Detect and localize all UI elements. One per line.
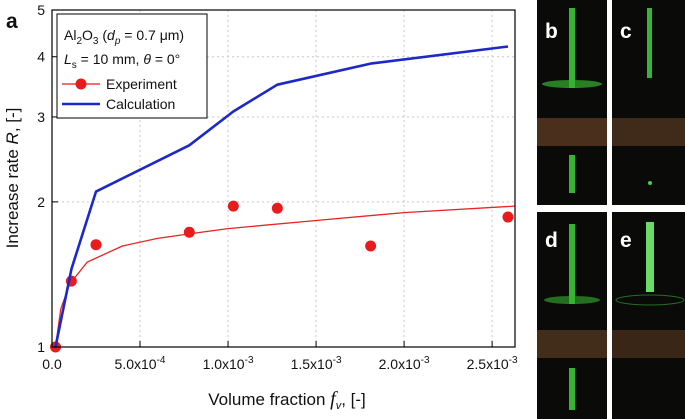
annotation: Ls = 10 mm, θ = 0° bbox=[64, 51, 180, 71]
x-tick-label: 2.0x10-3 bbox=[379, 355, 430, 372]
x-tick-label-exponent: -3 bbox=[509, 355, 518, 366]
y-tick-label: 2 bbox=[37, 194, 45, 210]
x-tick-label: 0.0 bbox=[42, 356, 62, 372]
x-tick-label-base: 5.0x10 bbox=[115, 356, 157, 372]
legend: Experiment Calculation bbox=[62, 76, 177, 112]
photo-e bbox=[612, 212, 685, 419]
panel-label: b bbox=[545, 20, 558, 43]
x-tick-label: 1.5x10-3 bbox=[291, 355, 342, 372]
x-tick-label-exponent: -3 bbox=[245, 355, 254, 366]
annotation-part: O bbox=[82, 27, 93, 43]
photo-d bbox=[537, 212, 607, 419]
photo-panels bbox=[537, 0, 685, 419]
annotation: Al2O3 (dp = 0.7 μm) bbox=[64, 27, 184, 47]
x-tick-label: 2.5x10-3 bbox=[467, 355, 518, 372]
annotation-part: = 10 mm, bbox=[77, 51, 144, 67]
panel-label: a bbox=[6, 10, 18, 33]
line bbox=[54, 45, 509, 348]
marker bbox=[502, 211, 514, 223]
annotation-part: Al bbox=[64, 27, 76, 43]
marker bbox=[183, 226, 195, 238]
annotation-part: p bbox=[114, 36, 121, 47]
x-tick-label-base: 1.5x10 bbox=[291, 356, 333, 372]
x-axis-label-part: Volume fraction bbox=[208, 390, 330, 409]
marker bbox=[227, 200, 239, 212]
annotation-part: s bbox=[72, 60, 77, 71]
panel-label: e bbox=[620, 229, 632, 252]
x-axis-label-part: , [-] bbox=[341, 390, 366, 409]
legend-label: Experiment bbox=[106, 76, 177, 92]
legend-box bbox=[56, 13, 208, 119]
y-tick-label: 3 bbox=[37, 109, 45, 125]
x-tick-label: 1.0x10-3 bbox=[203, 355, 254, 372]
legend-marker bbox=[75, 78, 87, 90]
x-axis-label-part: v bbox=[336, 400, 343, 412]
x-axis-label-part: f bbox=[330, 388, 338, 410]
y-axis-label-part: Increase rate bbox=[3, 144, 22, 248]
y-tick-label: 1 bbox=[37, 339, 45, 355]
y-axis-label-part: R bbox=[3, 132, 22, 144]
x-tick-label-base: 1.0x10 bbox=[203, 356, 245, 372]
photo-c bbox=[612, 0, 685, 205]
photo-b bbox=[537, 0, 607, 205]
plot: 0.0 5.0x10-4 1.0x10-3 1.5x10-3 2.0x10-3 2.5x1… bbox=[37, 2, 518, 372]
x-tick-label-base: 0.0 bbox=[42, 356, 62, 372]
marker bbox=[365, 240, 377, 252]
panel-label: d bbox=[545, 229, 558, 252]
annotation-part: 3 bbox=[93, 36, 99, 47]
annotation-part: θ bbox=[143, 51, 151, 67]
annotation-part: = 0.7 μm) bbox=[120, 27, 184, 43]
y-tick-label: 5 bbox=[37, 2, 45, 18]
marker bbox=[271, 202, 283, 214]
panel-label: c bbox=[620, 20, 632, 43]
y-axis-label-part: , [-] bbox=[3, 108, 22, 133]
annotation-part: ( bbox=[98, 27, 107, 43]
marker bbox=[90, 239, 102, 251]
fit-curve bbox=[54, 205, 516, 348]
x-tick-label-exponent: -4 bbox=[157, 355, 166, 366]
x-axis-label: Volume fraction fv, [-] bbox=[208, 388, 366, 412]
legend-label: Calculation bbox=[106, 96, 175, 112]
x-tick-label-exponent: -3 bbox=[333, 355, 342, 366]
annotation-part: d bbox=[107, 27, 116, 43]
y-tick-label: 4 bbox=[37, 49, 45, 65]
x-tick-label-exponent: -3 bbox=[421, 355, 430, 366]
y-axis-label: Increase rate R, [-] bbox=[3, 108, 22, 249]
x-tick-label: 5.0x10-4 bbox=[115, 355, 166, 372]
x-tick-label-base: 2.5x10 bbox=[467, 356, 509, 372]
annotation-part: = 0° bbox=[151, 51, 180, 67]
plot-frame bbox=[51, 9, 516, 348]
x-tick-label-base: 2.0x10 bbox=[379, 356, 421, 372]
annotation-part: 2 bbox=[76, 36, 82, 47]
annotation-part: L bbox=[64, 51, 72, 67]
